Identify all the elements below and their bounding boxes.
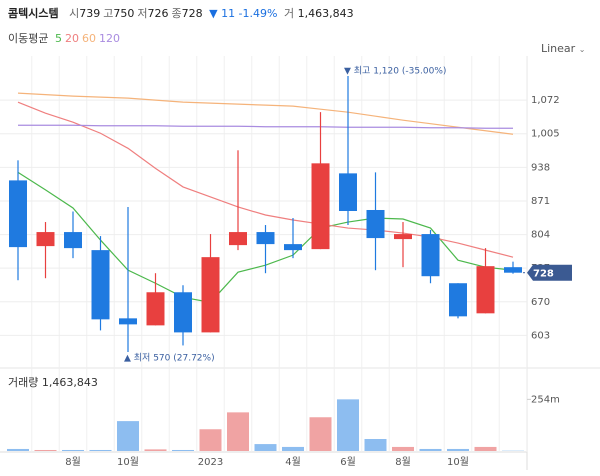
ma-label: 이동평균: [8, 32, 49, 45]
quote-item-label: 종: [171, 7, 182, 20]
candle-body: [394, 234, 412, 240]
candle-body: [421, 234, 440, 277]
volume-bar: [144, 449, 167, 451]
candle-body: [504, 267, 522, 273]
y-tick-label: 670: [531, 297, 550, 308]
volume-bar: [7, 448, 29, 451]
quote-items: 시739 고750 저726 종728: [66, 7, 203, 20]
quote-item-value: 726: [147, 7, 169, 20]
volume-bar: [227, 412, 249, 451]
volume-bar: [392, 446, 414, 451]
x-tick-label: 8월: [65, 456, 81, 468]
candle-body: [119, 318, 137, 325]
quote-item-value: 739: [79, 7, 101, 20]
volume-label: 거: [283, 7, 295, 20]
y-tick-label: 1,072: [531, 95, 560, 106]
volume-bar: [254, 444, 277, 451]
x-tick-label: 10월: [117, 456, 139, 468]
candle-body: [256, 232, 275, 245]
candle-body: [449, 283, 467, 317]
volume-value: 1,463,843: [297, 7, 354, 20]
volume-bar: [117, 421, 139, 451]
quote-header: 콤텍시스템 시739 고750 저726 종728 ▼ 11 -1.49% 거 1,4…: [8, 5, 354, 21]
y-tick-label: 1,005: [531, 129, 560, 140]
scale-label[interactable]: Linear: [541, 42, 576, 55]
volume-bar: [282, 446, 304, 451]
quote-item-label: 고: [103, 7, 114, 20]
y-tick-label: 871: [531, 196, 550, 207]
ma-legend-item: 60: [81, 32, 96, 45]
ma-legend: 이동평균 5 20 60 120: [8, 30, 123, 46]
volume-bar: [337, 399, 359, 451]
y-tick-label: 938: [531, 162, 550, 173]
quote-item-label: 저: [137, 7, 148, 20]
volume-bar: [89, 449, 112, 451]
x-tick-label: 6월: [340, 456, 356, 468]
candle-body: [339, 173, 357, 211]
quote-item-label: 시: [69, 7, 80, 20]
volume-bar: [419, 448, 442, 451]
volume-tick-label: 254m: [531, 394, 560, 405]
volume-bar: [172, 449, 194, 451]
candle-body: [366, 209, 385, 239]
candle-body: [201, 257, 220, 333]
quote-item-value: 750: [113, 7, 135, 20]
x-tick-label: 8월: [395, 456, 411, 468]
candle-body: [284, 244, 302, 251]
candle-body: [91, 250, 110, 320]
candle-body: [476, 266, 495, 314]
x-tick-label: 4월: [285, 456, 301, 468]
candle-body: [64, 232, 82, 249]
volume-title: 거래량 1,463,843: [8, 376, 98, 389]
volume-bar: [474, 446, 497, 451]
candle-body: [9, 180, 27, 248]
ma-line: [17, 92, 514, 135]
volume-bar: [62, 449, 84, 451]
candle-body: [229, 232, 247, 246]
ma-legend-item: 20: [64, 32, 79, 45]
high-annotation: ▼ 최고 1,120 (-35.00%): [344, 66, 446, 77]
ma-legend-item: 120: [98, 32, 120, 45]
ma-legend-item: 5: [54, 32, 62, 45]
x-tick-label: 10월: [447, 456, 469, 468]
candle-body: [146, 292, 165, 326]
candle-body: [174, 292, 192, 333]
low-annotation: ▲ 최저 570 (27.72%): [124, 352, 215, 363]
y-tick-label: 603: [531, 330, 550, 341]
candle-body: [36, 232, 55, 247]
volume-bar: [34, 449, 57, 451]
volume-bar: [199, 429, 222, 451]
scale-select[interactable]: Linear ⌄: [541, 42, 586, 55]
quote-item-value: 728: [181, 7, 203, 20]
volume-bar: [364, 439, 387, 451]
price-badge-label: 728: [533, 269, 554, 280]
price-badge: [527, 264, 572, 281]
y-tick-label: 804: [531, 230, 550, 241]
volume-bar: [447, 448, 469, 451]
volume-bar: [309, 417, 332, 451]
x-tick-label: 2023: [198, 457, 223, 468]
candle-body: [311, 163, 330, 250]
ma-line: [18, 124, 513, 129]
change: ▼ 11 -1.49%: [209, 7, 278, 20]
stock-name: 콤텍시스템: [8, 7, 59, 20]
